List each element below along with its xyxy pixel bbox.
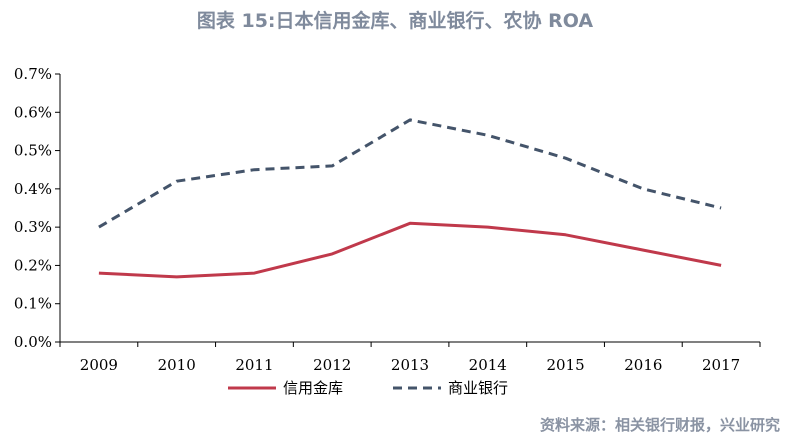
y-tick-labels: 0.0% 0.1% 0.2% 0.3% 0.4% 0.5% 0.6% 0.7% <box>14 65 52 351</box>
y-tick-label: 0.3% <box>14 218 52 236</box>
y-tick-label: 0.1% <box>14 295 52 313</box>
x-tick-label: 2017 <box>702 356 740 374</box>
y-tick-label: 0.0% <box>14 333 52 351</box>
y-tick-label: 0.2% <box>14 256 52 274</box>
series-line-1 <box>98 118 722 229</box>
chart-title: 图表 15:日本信用金库、商业银行、农协 ROA <box>196 10 594 32</box>
axes <box>55 73 761 347</box>
x-tick-label: 2016 <box>624 356 662 374</box>
y-tick-label: 0.6% <box>14 103 52 121</box>
series-lines <box>98 118 722 279</box>
x-tick-labels: 2009 2010 2011 2012 2013 2014 2015 2016 2017 <box>80 356 740 374</box>
y-tick-label: 0.7% <box>14 65 52 83</box>
y-tick-label: 0.4% <box>14 180 52 198</box>
x-tick-label: 2009 <box>80 356 118 374</box>
x-tick-label: 2013 <box>391 356 429 374</box>
x-tick-label: 2015 <box>546 356 584 374</box>
x-tick-label: 2010 <box>158 356 196 374</box>
source-note: 资料来源：相关银行财报，兴业研究 <box>539 416 780 434</box>
x-tick-label: 2014 <box>469 356 507 374</box>
x-tick-label: 2011 <box>235 356 273 374</box>
legend-label-1: 商业银行 <box>448 379 508 397</box>
legend: 信用金库 商业银行 <box>228 379 508 397</box>
series-line-0 <box>98 221 722 279</box>
y-tick-label: 0.5% <box>14 142 52 160</box>
legend-label-0: 信用金库 <box>283 379 343 397</box>
x-tick-label: 2012 <box>313 356 351 374</box>
